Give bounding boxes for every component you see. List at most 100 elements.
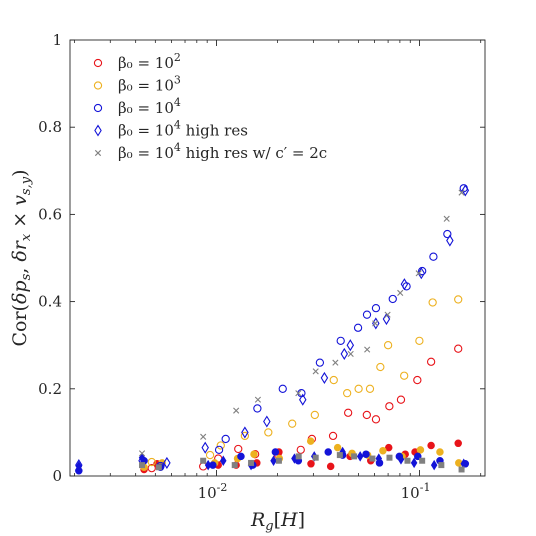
data-point-filled <box>250 450 258 458</box>
data-point <box>264 428 273 437</box>
y-tick-label: 0.4 <box>38 293 62 311</box>
data-point <box>214 445 224 454</box>
data-point-filled <box>295 453 302 460</box>
legend-label: β₀ = 102 <box>118 51 181 72</box>
data-point-filled <box>430 459 438 471</box>
x-tick-label: 10-2 <box>198 481 228 502</box>
data-point <box>397 289 404 296</box>
data-point <box>320 371 329 384</box>
data-point <box>328 431 338 441</box>
data-point-filled <box>271 448 280 456</box>
data-point-filled <box>312 454 319 461</box>
data-point-filled <box>369 455 376 462</box>
legend-item: β₀ = 104 <box>93 96 181 117</box>
legend-item: β₀ = 102 <box>93 51 181 72</box>
data-point <box>362 410 371 420</box>
data-point <box>343 389 352 398</box>
legend-label: β₀ = 103 <box>118 74 181 95</box>
data-point-filled <box>248 459 255 466</box>
legend-item: β₀ = 103 <box>93 74 181 95</box>
axis-ticks: 0 0.2 0.4 0.6 0.8 1 10-2 10-1 <box>38 31 485 502</box>
data-point <box>347 350 354 358</box>
data-point <box>428 298 437 307</box>
data-point-filled <box>204 459 212 471</box>
data-point-filled <box>436 448 444 456</box>
data-point <box>240 431 250 441</box>
y-axis-label: Cor(δps, δrx × vs,y) <box>9 169 34 346</box>
data-point-filled <box>237 452 245 461</box>
data-point <box>353 323 363 332</box>
data-point <box>417 267 426 280</box>
data-point <box>383 341 393 350</box>
data-point-filled <box>333 443 342 452</box>
data-point <box>364 346 371 353</box>
data-point-filled <box>458 466 465 473</box>
data-point <box>382 312 391 326</box>
legend-label: β₀ = 104 high res w/ c′ = 2c <box>118 141 327 162</box>
data-point <box>443 229 452 239</box>
data-point-filled <box>386 454 393 461</box>
legend-marker <box>93 81 103 90</box>
plot-area <box>69 39 486 477</box>
data-point-filled <box>375 453 383 464</box>
data-point <box>454 344 463 353</box>
data-point <box>278 384 287 393</box>
y-tick-label: 0 <box>52 467 62 485</box>
x-tick-label: 10-1 <box>401 481 431 502</box>
series-4 <box>138 189 465 473</box>
data-point <box>295 390 302 397</box>
data-point <box>400 371 409 380</box>
data-point <box>376 362 385 372</box>
legend-marker <box>93 58 103 68</box>
data-point-filled <box>362 450 370 458</box>
data-point <box>241 426 249 439</box>
data-point <box>443 215 450 222</box>
data-point-filled <box>379 446 387 455</box>
data-point-filled <box>454 439 462 448</box>
data-point-filled <box>438 462 445 469</box>
data-point <box>332 359 339 366</box>
legend-label: β₀ = 104 high res <box>118 119 248 140</box>
data-point <box>329 375 338 385</box>
data-point-filled <box>397 454 405 465</box>
data-point <box>429 252 438 261</box>
data-point-filled <box>419 457 426 464</box>
axes-box <box>69 39 486 477</box>
data-point-filled <box>307 460 315 468</box>
data-point <box>234 444 243 454</box>
data-point <box>299 393 307 406</box>
data-point <box>200 433 207 440</box>
data-point <box>396 395 406 404</box>
data-point-filled <box>336 452 343 459</box>
data-point-filled <box>410 457 418 469</box>
data-point-filled <box>138 452 146 463</box>
data-point <box>310 410 319 420</box>
data-point-filled <box>306 437 315 445</box>
data-point <box>418 266 427 276</box>
data-point <box>346 339 355 352</box>
data-point <box>221 434 230 444</box>
data-point-filled <box>416 446 425 454</box>
data-point <box>315 358 325 367</box>
data-point-filled <box>200 457 207 464</box>
y-tick-label: 0.2 <box>38 380 62 398</box>
data-point <box>354 384 363 393</box>
data-point-filled <box>351 453 358 460</box>
data-point <box>365 384 375 393</box>
data-point-filled <box>231 462 238 469</box>
data-point-filled <box>270 455 277 466</box>
legend-item: β₀ = 104 high res <box>94 119 248 140</box>
data-point <box>288 419 297 428</box>
y-tick-label: 0.6 <box>38 205 62 223</box>
data-point <box>263 415 271 428</box>
data-point-filled <box>155 464 162 471</box>
data-point-filled <box>220 455 227 466</box>
data-point <box>340 347 349 360</box>
data-point <box>201 441 209 454</box>
data-point <box>343 408 353 417</box>
data-point <box>205 450 215 460</box>
legend-marker <box>94 149 102 157</box>
data-point <box>312 368 319 375</box>
